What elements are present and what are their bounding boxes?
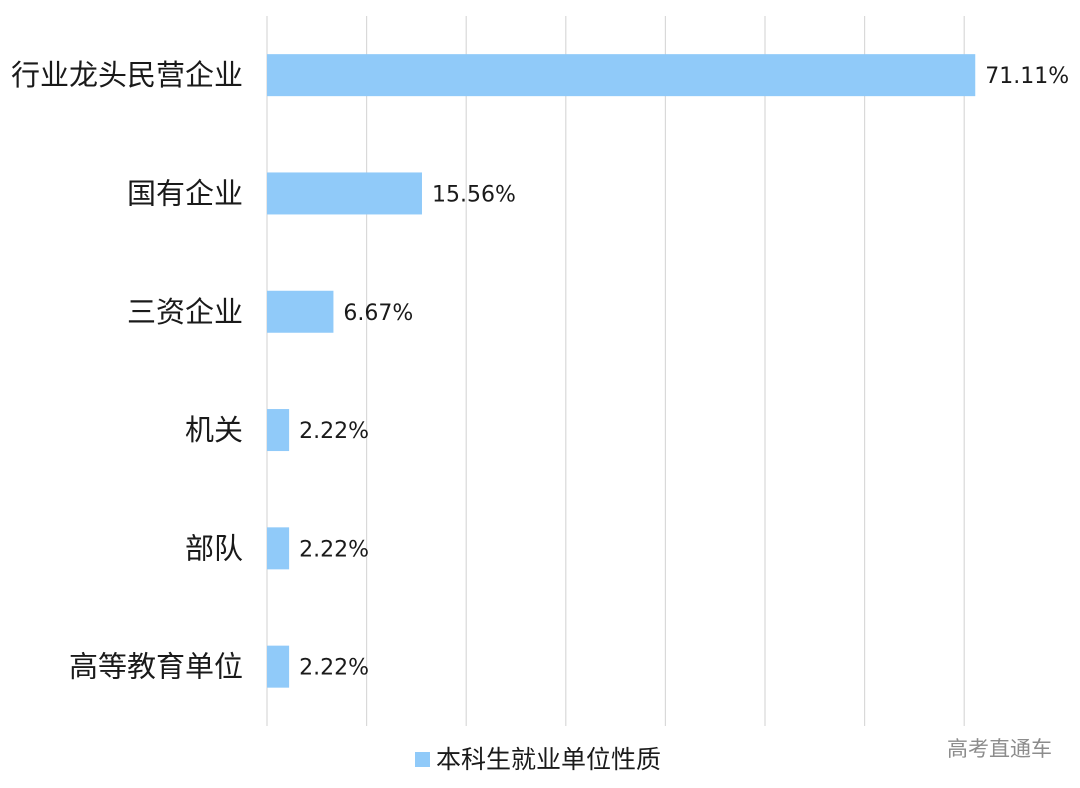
- legend-label: 本科生就业单位性质: [436, 745, 661, 774]
- bar: [267, 54, 976, 97]
- gridlines: [266, 16, 965, 726]
- data-label: 2.22%: [299, 656, 369, 681]
- legend-swatch: [415, 752, 430, 767]
- category-label: 三资企业: [127, 295, 243, 329]
- data-label: 71.11%: [985, 64, 1069, 89]
- bar: [267, 527, 290, 570]
- watermark: 高考直通车: [947, 737, 1052, 761]
- category-label: 机关: [185, 413, 243, 447]
- bar: [267, 290, 334, 333]
- bar: [267, 409, 290, 452]
- category-label: 行业龙头民营企业: [11, 58, 243, 92]
- category-label: 高等教育单位: [69, 650, 243, 684]
- category-label: 国有企业: [127, 176, 243, 210]
- legend: 本科生就业单位性质: [415, 745, 661, 774]
- data-label: 15.56%: [432, 182, 516, 207]
- data-label: 2.22%: [299, 537, 369, 562]
- bars: [267, 54, 976, 688]
- bar: [267, 172, 422, 215]
- bar: [267, 645, 290, 688]
- data-label: 2.22%: [299, 419, 369, 444]
- category-label: 部队: [185, 531, 243, 565]
- data-label: 6.67%: [343, 301, 413, 326]
- value-labels: 71.11% 15.56% 6.67% 2.22% 2.22% 2.22%: [299, 64, 1069, 681]
